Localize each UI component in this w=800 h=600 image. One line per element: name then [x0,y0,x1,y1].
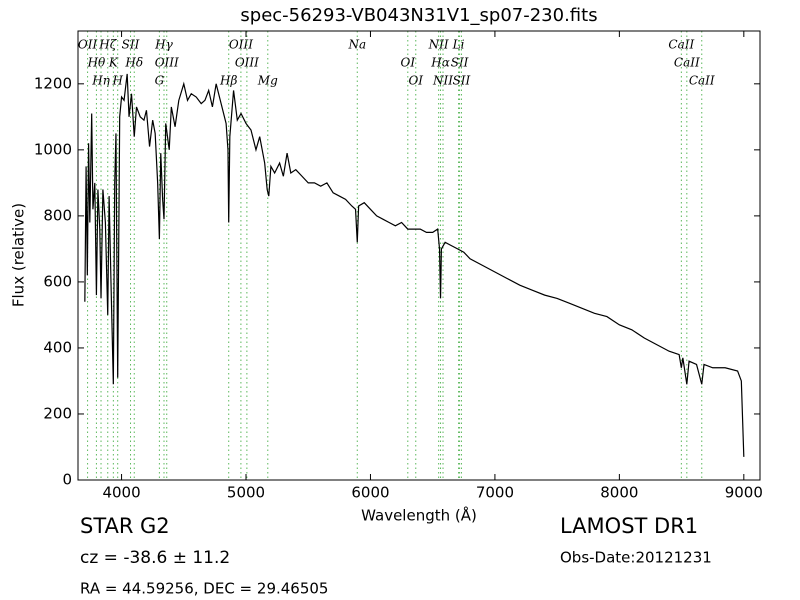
y-tick-label: 400 [43,338,72,356]
plot-frame [77,30,761,481]
spectral-line-label: H [111,74,123,88]
spectral-line-label: SII [122,38,140,52]
spectral-line-label: OIII [235,56,259,70]
y-tick-label: 200 [43,404,72,422]
y-tick-label: 1000 [34,140,72,158]
spectral-line-label: SII [453,74,471,88]
x-tick-label: 5000 [227,484,265,502]
spectral-line-label: Mg [257,74,278,88]
x-tick-label: 6000 [351,484,389,502]
chart-title: spec-56293-VB043N31V1_sp07-230.fits [240,5,597,26]
spectral-line-label: Hη [91,74,110,88]
spectral-line-label: OIII [155,56,179,70]
spectral-line-label: G [155,74,165,88]
spectral-line-label: CaII [689,74,715,88]
spectral-line-label: OIII [229,38,253,52]
spectral-line-label: SII [451,56,469,70]
coords: RA = 44.59256, DEC = 29.46505 [80,580,328,598]
class: STAR [80,514,133,538]
spectral-line-label: K [108,56,119,70]
survey: LAMOST DR1 [560,514,698,538]
spectral-line-label: CaII [674,56,700,70]
y-tick-label: 800 [43,206,72,224]
spectral-line-label: OI [401,56,416,70]
y-tick-label: 600 [43,272,72,290]
spectral-line-label: Hγ [154,38,173,52]
spectrum-line [84,73,745,457]
y-tick-label: 1200 [34,74,72,92]
spectral-line-label: Hβ [219,74,237,88]
x-tick-label: 7000 [476,484,514,502]
x-tick-label: 8000 [600,484,638,502]
x-tick-label: 4000 [102,484,140,502]
spectral-line-label: Hθ [87,56,106,70]
spectral-line-label: Li [452,38,465,52]
x-tick-label: 9000 [725,484,763,502]
subclass: G2 [140,514,170,538]
spectral-line-label: NII [428,38,449,52]
spectral-line-label: NII [432,74,453,88]
x-axis-label: Wavelength (Å) [361,506,477,525]
spectral-line-label: Na [347,38,366,52]
spectral-line-label: Hα [430,56,450,70]
spectral-line-label: Hδ [124,56,143,70]
spectral-line-label: OII [78,38,98,52]
spectral-line-label: OI [408,74,423,88]
y-axis-label: Flux (relative) [10,203,28,307]
spectral-line-label: Hζ [98,38,117,52]
redshift: cz = -38.6 ± 11.2 [80,548,230,568]
obs-date: Obs-Date:20121231 [560,549,712,567]
y-tick-label: 0 [62,471,72,489]
spectral-line-label: CaII [668,38,694,52]
